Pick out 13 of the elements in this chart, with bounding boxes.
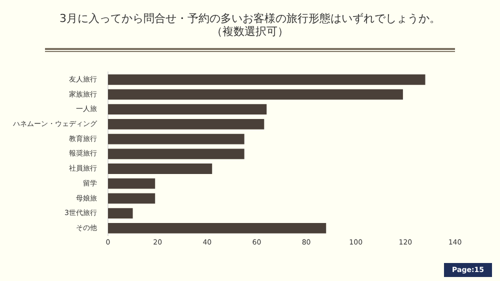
bar (108, 104, 267, 115)
bar (108, 178, 156, 189)
bar (108, 118, 264, 130)
bar (108, 208, 133, 219)
chart-subtitle: （複数選択可） (210, 25, 290, 38)
bar (108, 134, 244, 144)
bar (108, 164, 212, 174)
bar (108, 89, 403, 100)
bar (108, 74, 426, 85)
bar (108, 148, 244, 160)
chart-title: 3月に入ってから問合せ・予約の多いお客様の旅行形態はいずれでしょうか。 (58, 12, 442, 25)
bar (108, 222, 326, 234)
bar (108, 193, 156, 204)
